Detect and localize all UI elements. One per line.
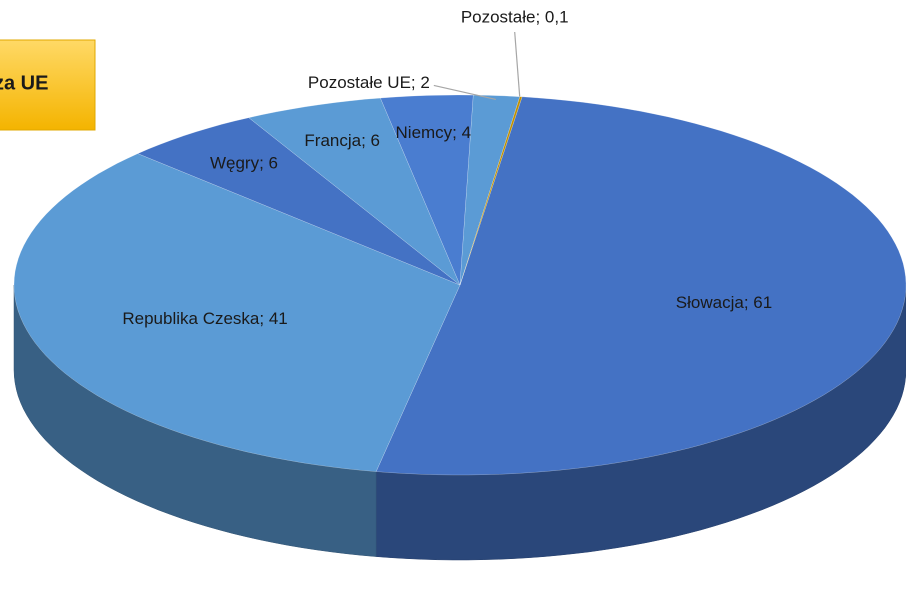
data-label: Węgry; 6 [210,154,278,173]
pie-slice [380,94,474,286]
data-label: Pozostałe; 0,1 [461,7,569,26]
pie-slice [459,96,523,286]
pie-slice [248,97,461,286]
pie-slice [137,117,461,286]
pie-slice [13,153,461,472]
data-label: Słowacja; 61 [676,293,772,312]
data-label: Pozostałe UE; 2 [308,73,430,92]
data-label: Niemcy; 4 [396,123,472,142]
annotation: za UE [0,72,48,94]
data-label: Republika Czeska; 41 [122,309,287,328]
leader-line [433,84,496,101]
pie-slice [375,96,906,476]
annotation-box [0,39,96,131]
leader-line [514,31,521,97]
pie-tops [13,94,906,476]
data-label: Francja; 6 [304,131,380,150]
data-labels: Słowacja; 61 Republika Czeska; 41 Węgry; 6… [122,7,772,328]
